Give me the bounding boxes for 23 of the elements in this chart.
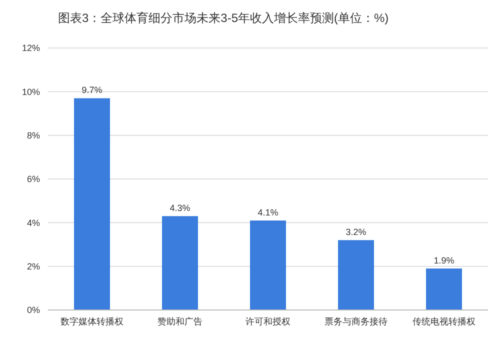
data-label: 4.1% [258, 207, 278, 218]
data-label: 3.2% [346, 227, 366, 238]
chart-title: 图表3：全球体育细分市场未来3-5年收入增长率预测(单位：%) [58, 10, 389, 27]
y-tick-label: 4% [26, 218, 40, 228]
bar [250, 220, 286, 310]
data-label: 4.3% [170, 203, 190, 214]
y-tick-label: 12% [22, 43, 40, 54]
y-tick-label: 10% [22, 86, 40, 97]
x-tick-label: 票务与商务接待 [324, 316, 388, 326]
bar [426, 268, 462, 310]
bar [74, 98, 110, 310]
x-tick-label: 传统电视转播权 [412, 316, 476, 326]
bar [162, 216, 198, 310]
y-tick-label: 8% [26, 130, 40, 141]
data-label: 9.7% [82, 85, 102, 96]
y-tick-label: 2% [26, 262, 40, 272]
x-tick-label: 数字媒体转播权 [60, 316, 124, 326]
x-tick-label: 赞助和广告 [158, 316, 202, 326]
x-tick-label: 许可和授权 [246, 316, 290, 326]
y-tick-label: 6% [26, 174, 40, 184]
y-tick-label: 0% [26, 305, 40, 316]
data-label: 1.9% [434, 256, 454, 266]
bar [338, 240, 374, 310]
